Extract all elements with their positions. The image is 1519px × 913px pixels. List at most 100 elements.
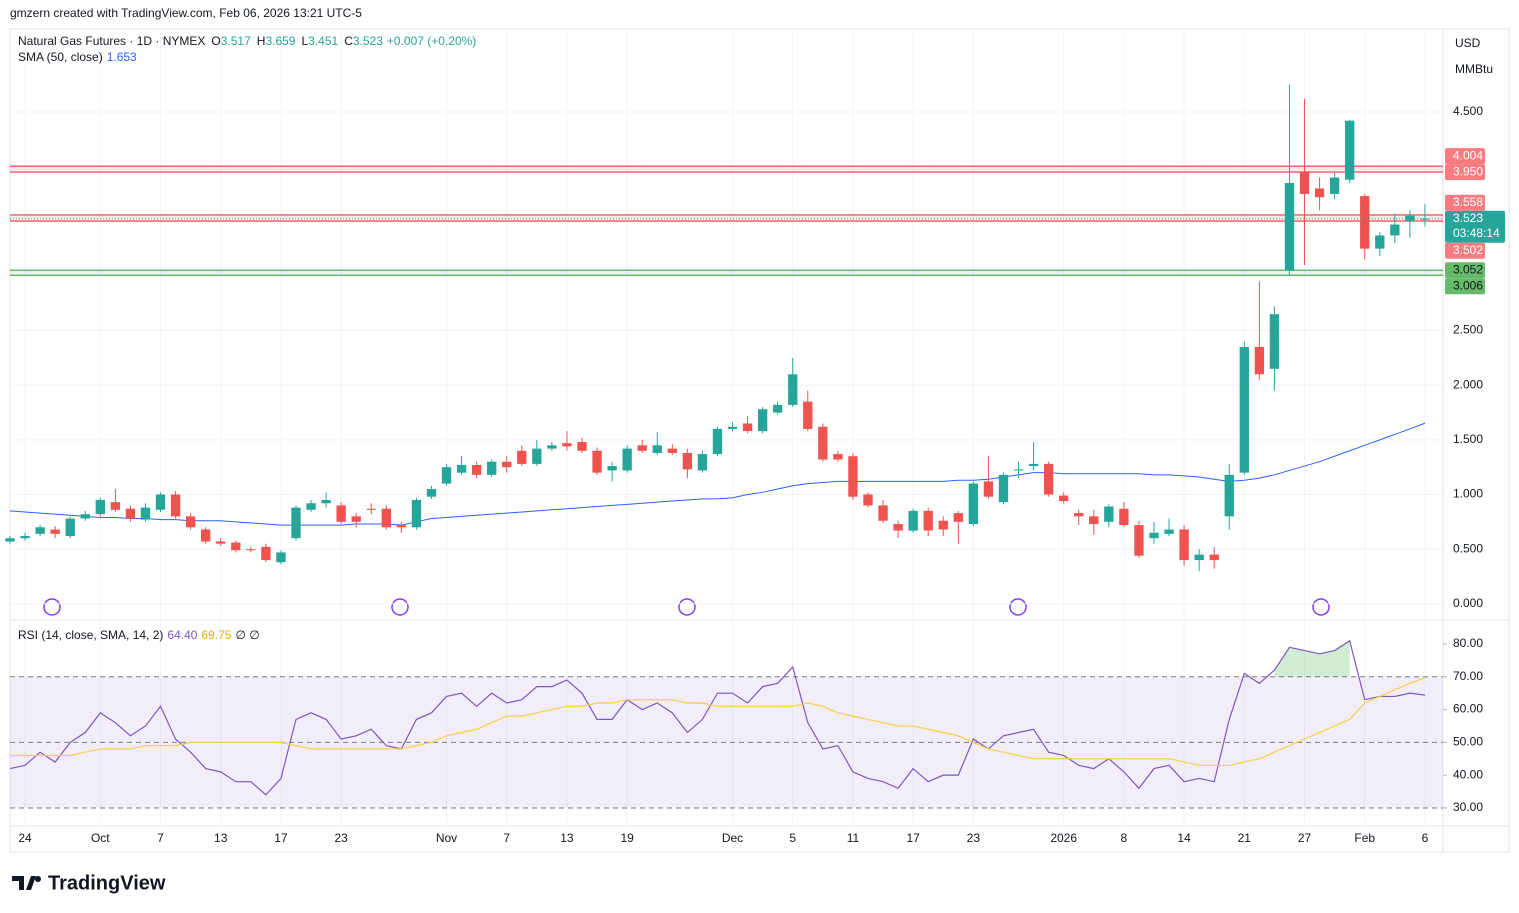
x-tick-label: 11 (847, 831, 860, 845)
x-tick-label: 17 (274, 831, 288, 845)
candle-body (607, 466, 617, 471)
candle-body (351, 516, 361, 522)
x-tick-label: 8 (1121, 831, 1128, 845)
event-icon[interactable] (391, 598, 409, 616)
candle-body (456, 464, 467, 473)
candle-body (1043, 463, 1054, 495)
candle-body (893, 524, 903, 531)
logo-text: TradingView (48, 872, 166, 894)
candle-body (1028, 463, 1039, 467)
level-label-box (1445, 262, 1485, 279)
candle-body (140, 507, 151, 520)
candle-body (1119, 508, 1129, 526)
candle-body (1269, 314, 1280, 369)
x-tick-label: 23 (334, 831, 348, 845)
candle-body (1134, 525, 1144, 556)
candle-body (216, 541, 226, 544)
x-tick-label: Oct (91, 831, 110, 845)
candle-body (1149, 532, 1159, 539)
candle-body (1224, 474, 1234, 517)
event-icon[interactable] (1009, 598, 1027, 616)
level-label: 3.950 (1453, 164, 1483, 178)
candle-body (1179, 529, 1189, 561)
legend: Natural Gas Futures · 1D · NYMEX O3.517 H 3… (18, 34, 476, 48)
candle-body (231, 542, 241, 551)
candle-body (502, 461, 512, 468)
event-icon[interactable] (1312, 598, 1330, 616)
legend-extra: ∅ ∅ (235, 628, 259, 642)
candle-body (366, 508, 376, 510)
y-tick-label: 30.00 (1453, 800, 1483, 814)
x-tick-label: Nov (436, 831, 457, 845)
y-tick-label: 70.00 (1453, 669, 1483, 683)
rsi-line (9, 639, 1426, 796)
y-tick-label: 80.00 (1453, 636, 1483, 650)
legend-value: 3.517 (221, 34, 251, 48)
candle-body (788, 374, 798, 405)
x-tick-label: 23 (967, 831, 981, 845)
y-tick-label: 40.00 (1453, 767, 1483, 781)
x-tick-label: 13 (560, 831, 574, 845)
unit: MMBtu (1455, 62, 1493, 76)
candle-body (968, 483, 979, 525)
legend-key: H (257, 34, 266, 48)
candle-body (65, 518, 75, 537)
candle-body (246, 549, 256, 551)
candle-body (818, 426, 828, 460)
candle-body (291, 507, 301, 539)
event-icon[interactable] (678, 598, 696, 616)
event-icon[interactable] (43, 598, 61, 616)
level-label: 3.502 (1453, 243, 1483, 257)
candle-body (577, 442, 587, 451)
legend-symbol: Natural Gas Futures · 1D · NYMEX (18, 34, 205, 48)
legend-value: 3.523 (353, 34, 383, 48)
x-tick-label: 17 (906, 831, 920, 845)
zone (10, 214, 1443, 222)
candle-body (201, 529, 211, 542)
frame (9, 28, 1510, 853)
candle-body (727, 426, 738, 429)
level-label: 3.052 (1453, 262, 1483, 276)
candle-body (1059, 495, 1069, 502)
x-tick-label: 21 (1238, 831, 1252, 845)
candle-body (637, 445, 647, 451)
candle-body (336, 505, 346, 522)
x-tick-label: 5 (789, 831, 796, 845)
last-price-label: 3.523 (1453, 211, 1483, 225)
candle-body (938, 520, 948, 530)
candle-body (773, 404, 783, 413)
candle-body (532, 448, 542, 464)
candle-body (426, 489, 437, 497)
candle-body (1209, 554, 1219, 561)
x-tick-label: 24 (18, 831, 32, 845)
candle-body (517, 450, 527, 464)
y-tick-label: 2.000 (1453, 377, 1483, 391)
candle-body (983, 481, 994, 497)
zone (10, 166, 1443, 173)
attribution: gmzern created with TradingView.com, Feb… (10, 6, 362, 20)
y-tick-label: 0.500 (1453, 541, 1483, 555)
legend-ma-value: 69.75 (201, 628, 231, 642)
x-tick-label: 14 (1177, 831, 1191, 845)
x-tick-label: 19 (620, 831, 634, 845)
candle-body (712, 428, 723, 455)
candle-body (803, 401, 813, 429)
level-label-box (1445, 164, 1485, 181)
candle-body (1254, 346, 1265, 375)
candle-body (848, 456, 858, 497)
candle-body (185, 516, 196, 528)
candle-body (863, 494, 873, 506)
candle-body (562, 443, 572, 447)
candle-body (471, 464, 482, 475)
candle-body (1329, 177, 1340, 194)
y-tick-label: 60.00 (1453, 702, 1483, 716)
candle-body (50, 529, 60, 534)
candle-body (381, 508, 391, 528)
legend: SMA (50, close) 1.653 (18, 50, 137, 64)
legend-sma-value: 1.653 (107, 50, 137, 64)
candle-body (261, 546, 271, 561)
candle-body (908, 510, 918, 531)
legend-key: O (211, 34, 220, 48)
candle-body (878, 505, 888, 521)
